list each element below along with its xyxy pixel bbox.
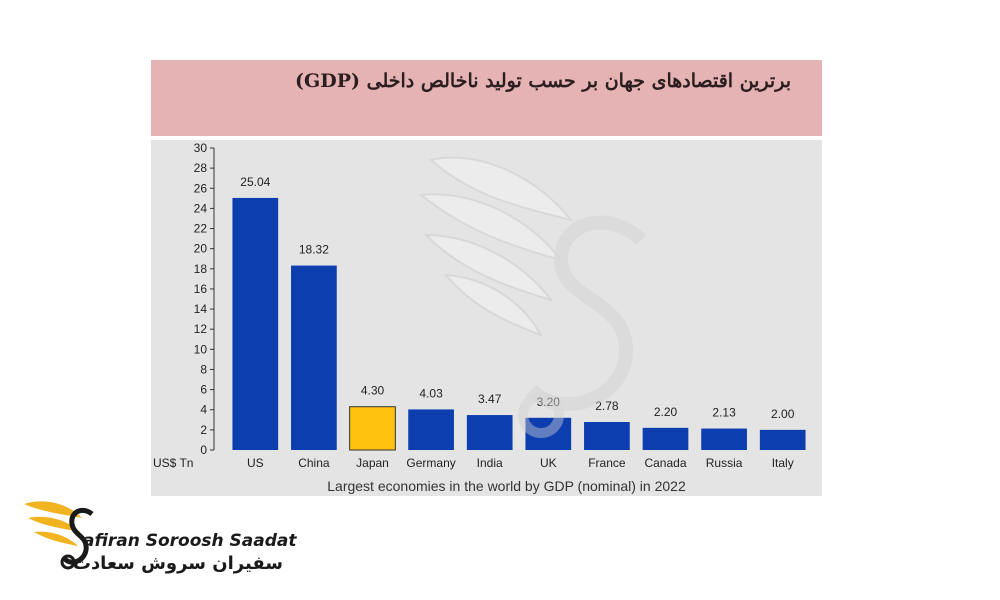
- x-tick-label: Russia: [706, 456, 743, 470]
- x-tick-label: UK: [540, 456, 557, 470]
- bar-value-label: 25.04: [240, 175, 270, 189]
- y-tick-label: 16: [194, 282, 208, 296]
- y-tick-label: 8: [200, 362, 207, 376]
- bar-value-label: 2.20: [654, 405, 678, 419]
- bar-italy: [759, 429, 806, 450]
- bar-us: [232, 197, 279, 450]
- y-tick-label: 0: [200, 443, 207, 457]
- bar-china: [291, 265, 337, 450]
- bar-russia: [701, 428, 747, 450]
- x-axis-label: Largest economies in the world by GDP (n…: [327, 478, 686, 494]
- chart-area: 0 2 4 6 8 10 12 14 16 18 20 22 24 26 28 30 US$ Tn 25.04 US…: [151, 140, 822, 496]
- title-band: برترین اقتصادهای جهان بر حسب تولید ناخال…: [151, 60, 822, 136]
- y-tick-label: 12: [194, 322, 208, 336]
- y-tick-label: 14: [194, 302, 208, 316]
- y-tick-label: 2: [200, 423, 207, 437]
- y-tick-label: 10: [194, 342, 208, 356]
- bar-france: [584, 422, 630, 450]
- bar-japan: [349, 406, 396, 451]
- x-tick-label: Italy: [772, 456, 794, 470]
- y-axis-label: US$ Tn: [153, 456, 193, 470]
- x-tick-label: Germany: [406, 456, 455, 470]
- y-tick-label: 4: [200, 403, 207, 417]
- y-tick-label: 6: [200, 383, 207, 397]
- bar-value-label: 2.13: [712, 406, 736, 420]
- bar-uk: [525, 417, 572, 450]
- y-tick-label: 24: [194, 201, 208, 215]
- y-tick-label: 20: [194, 242, 208, 256]
- brand-name-english: afiran Soroosh Saadat: [83, 531, 297, 551]
- x-tick-label: France: [588, 456, 626, 470]
- x-tick-label: Canada: [644, 456, 686, 470]
- y-tick-label: 30: [194, 141, 208, 155]
- y-tick-label: 26: [194, 181, 208, 195]
- y-tick-label: 18: [194, 262, 208, 276]
- y-tick-label: 22: [194, 222, 208, 236]
- watermark-bird-logo: [418, 156, 646, 438]
- bar-value-label: 3.20: [537, 395, 561, 409]
- x-tick-label: US: [247, 456, 264, 470]
- x-tick-label: India: [477, 456, 503, 470]
- title-separator: [151, 136, 822, 140]
- x-tick-label: Japan: [356, 456, 389, 470]
- brand-name-persian: سفیران سروش سعادت: [72, 553, 283, 574]
- bar-value-label: 2.00: [771, 407, 795, 421]
- bar-value-label: 18.32: [299, 243, 329, 257]
- bar-value-label: 2.78: [595, 399, 619, 413]
- bar-india: [466, 415, 513, 450]
- chart-title: برترین اقتصادهای جهان بر حسب تولید ناخال…: [295, 70, 791, 92]
- bar-germany: [408, 409, 454, 450]
- y-tick-label: 28: [194, 161, 208, 175]
- bar-canada: [642, 427, 689, 450]
- x-tick-label: China: [298, 456, 330, 470]
- company-logo: [24, 501, 94, 570]
- bar-value-label: 4.03: [419, 386, 443, 400]
- bar-value-label: 4.30: [361, 384, 385, 398]
- chart-figure: برترین اقتصادهای جهان بر حسب تولید ناخال…: [151, 60, 822, 496]
- bar-value-label: 3.47: [478, 392, 502, 406]
